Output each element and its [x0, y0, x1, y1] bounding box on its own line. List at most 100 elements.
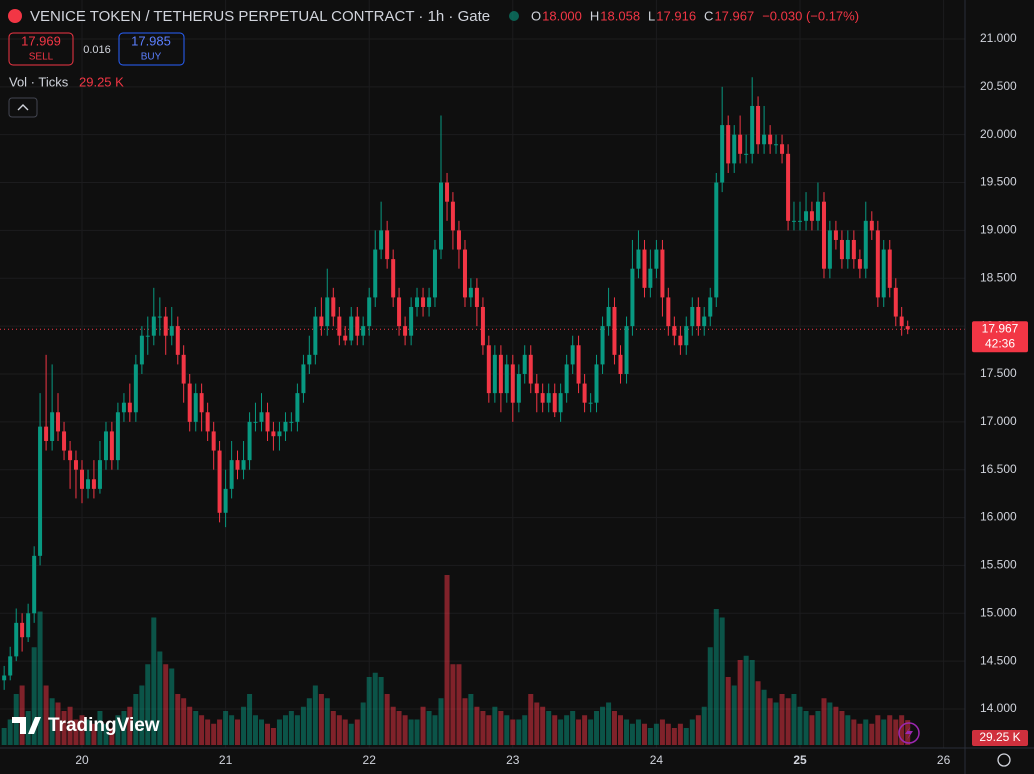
volume-bar: [863, 719, 869, 745]
volume-bar: [43, 685, 49, 745]
volume-bar: [241, 706, 247, 745]
candle-body: [468, 287, 473, 298]
sell-button[interactable]: [8, 32, 74, 66]
volume-bar: [528, 694, 534, 745]
buy-button[interactable]: [118, 32, 185, 66]
volume-bar: [97, 711, 103, 745]
x-tick-label: 22: [363, 753, 377, 767]
candle-body: [875, 230, 880, 298]
volume-bar: [151, 617, 157, 745]
candle-body: [421, 297, 426, 307]
price-label: 17.967: [982, 321, 1019, 335]
volume-bar: [342, 719, 348, 745]
volume-bar: [354, 719, 360, 745]
logo-icon: [12, 717, 41, 734]
volume-bar: [480, 711, 486, 745]
candle-body: [205, 412, 210, 432]
volume-bar: [181, 698, 187, 745]
volume-bar: [199, 715, 205, 745]
candle-body: [397, 297, 402, 327]
volume-bar: [893, 719, 899, 745]
volume-bar: [767, 698, 773, 745]
volume-bar: [588, 719, 594, 745]
candle-body: [642, 249, 647, 288]
volume-bar: [121, 711, 127, 745]
collapse-button[interactable]: [8, 97, 38, 118]
volume-bar: [247, 694, 253, 745]
y-tick-label: 20.000: [980, 127, 1017, 141]
buy-price: 17.985: [131, 33, 171, 48]
candle-body: [44, 426, 49, 441]
x-tick-label: 23: [506, 753, 520, 767]
candle-body: [121, 402, 126, 413]
candle-body: [672, 326, 677, 336]
volume-bar: [785, 698, 791, 745]
candle-body: [702, 316, 707, 327]
y-tick-label: 15.500: [980, 558, 1017, 572]
candle-body: [68, 450, 73, 461]
candle-body: [115, 412, 120, 461]
x-tick-label: 25: [793, 753, 807, 767]
volume-bar: [887, 715, 893, 745]
candle-body: [379, 230, 384, 250]
settings-icon[interactable]: [997, 753, 1011, 767]
candle-body: [690, 306, 695, 327]
candle-body: [151, 316, 156, 336]
volume-bar: [797, 706, 803, 745]
volume-bar: [701, 706, 707, 745]
volume-bar: [534, 702, 540, 745]
volume-bar: [175, 694, 181, 745]
volume-bar: [606, 702, 612, 745]
candle-body: [762, 134, 767, 145]
volume-bar: [127, 706, 133, 745]
symbol-icon: [8, 9, 22, 23]
ohlc-key: O: [531, 8, 541, 23]
volume-bar: [288, 711, 294, 745]
volume-bar: [743, 655, 749, 745]
volume-value: 29.25 K: [79, 74, 124, 89]
volume-bar: [881, 719, 887, 745]
flash-icon[interactable]: [898, 722, 920, 744]
volume-bar: [432, 715, 438, 745]
candle-body: [809, 211, 814, 221]
candle-body: [73, 460, 78, 470]
volume-bar: [444, 575, 450, 745]
candle-body: [438, 182, 443, 250]
candle-body: [103, 431, 108, 461]
candle-body: [558, 393, 563, 413]
candle-body: [492, 354, 497, 394]
candle-body: [373, 249, 378, 298]
candle-body: [20, 622, 25, 638]
volume-bar: [324, 698, 330, 745]
candle-body: [756, 105, 761, 145]
candle-body: [780, 144, 785, 154]
brand: TradingView: [48, 715, 160, 736]
y-tick-label: 20.500: [980, 79, 1017, 93]
volume-bar: [875, 715, 881, 745]
volume-bar: [845, 715, 851, 745]
candle-body: [259, 412, 264, 422]
volume-bar: [312, 685, 318, 745]
volume-bar: [193, 711, 199, 745]
volume-bar: [360, 702, 366, 745]
volume-bar: [366, 677, 372, 745]
volume-bar: [665, 723, 671, 745]
volume-bar: [827, 702, 833, 745]
candle-body: [462, 249, 467, 298]
candle-body: [283, 421, 288, 432]
volume-bar: [737, 660, 743, 745]
candle-body: [648, 268, 653, 288]
volume-bar: [755, 681, 761, 745]
candle-body: [510, 364, 515, 403]
candle-body: [564, 364, 569, 394]
volume-bar: [252, 715, 258, 745]
candle-body: [14, 622, 19, 657]
candle-body: [349, 316, 354, 341]
candle-body: [774, 144, 779, 146]
volume-bar: [492, 706, 498, 745]
volume-bar: [133, 694, 139, 745]
candle-body: [744, 153, 749, 155]
candle-body: [618, 354, 623, 374]
volume-bar: [486, 715, 492, 745]
